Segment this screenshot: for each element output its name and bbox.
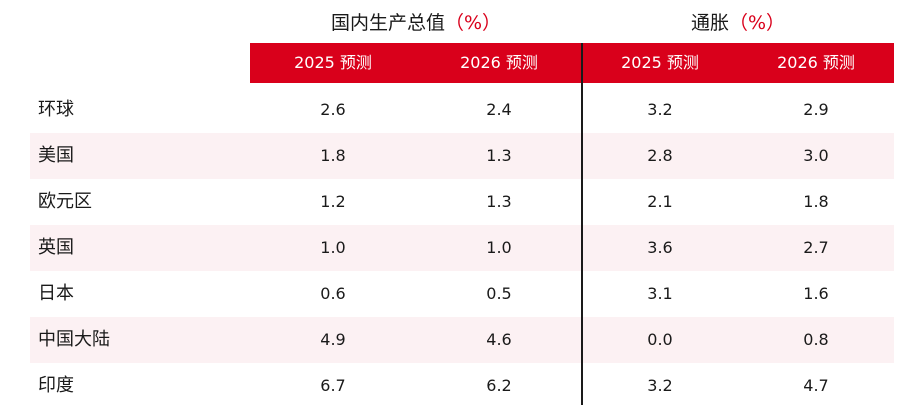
region-label: 欧元区	[38, 191, 92, 212]
column-header-gdp-2025: 2025 预测	[294, 53, 372, 72]
region-label: 中国大陆	[38, 329, 110, 350]
region-label: 美国	[38, 145, 74, 166]
inflation-group-unit: （%）	[728, 12, 786, 34]
inflation-2025-value: 3.6	[647, 238, 673, 257]
gdp-2025-value: 1.0	[320, 238, 346, 257]
table-row: 美国 1.8 1.3 2.8 3.0	[30, 133, 894, 179]
region-label: 印度	[38, 375, 74, 396]
column-header-band	[250, 43, 894, 83]
column-header-gdp-2026: 2026 预测	[460, 53, 538, 72]
inflation-2026-value: 2.7	[803, 238, 829, 257]
inflation-2025-value: 3.2	[647, 100, 673, 119]
inflation-2026-value: 1.8	[803, 192, 829, 211]
column-group-divider	[581, 43, 583, 405]
inflation-2026-value: 3.0	[803, 146, 829, 165]
table-row: 印度 6.7 6.2 3.2 4.7	[30, 363, 894, 409]
gdp-2026-value: 6.2	[486, 376, 512, 395]
inflation-2025-value: 3.2	[647, 376, 673, 395]
gdp-2025-value: 6.7	[320, 376, 346, 395]
gdp-2025-value: 1.8	[320, 146, 346, 165]
column-header-inflation-2026: 2026 预测	[777, 53, 855, 72]
gdp-group-header: 国内生产总值（%）	[250, 8, 582, 38]
inflation-2025-value: 3.1	[647, 284, 673, 303]
gdp-2025-value: 1.2	[320, 192, 346, 211]
inflation-group-header: 通胀（%）	[582, 8, 894, 38]
gdp-2026-value: 1.0	[486, 238, 512, 257]
region-label: 日本	[38, 283, 74, 304]
gdp-2026-value: 4.6	[486, 330, 512, 349]
gdp-group-title: 国内生产总值	[330, 12, 445, 34]
inflation-2026-value: 0.8	[803, 330, 829, 349]
gdp-2026-value: 0.5	[486, 284, 512, 303]
region-label: 环球	[38, 99, 74, 120]
inflation-2025-value: 0.0	[647, 330, 673, 349]
table-row: 欧元区 1.2 1.3 2.1 1.8	[30, 179, 894, 225]
gdp-2026-value: 1.3	[486, 192, 512, 211]
inflation-2026-value: 1.6	[803, 284, 829, 303]
table-row: 英国 1.0 1.0 3.6 2.7	[30, 225, 894, 271]
inflation-group-title: 通胀	[690, 12, 729, 34]
inflation-2026-value: 2.9	[803, 100, 829, 119]
gdp-group-unit: （%）	[444, 12, 502, 34]
table-row: 中国大陆 4.9 4.6 0.0 0.8	[30, 317, 894, 363]
table-row: 环球 2.6 2.4 3.2 2.9	[30, 87, 894, 133]
gdp-2026-value: 1.3	[486, 146, 512, 165]
gdp-2025-value: 4.9	[320, 330, 346, 349]
inflation-2026-value: 4.7	[803, 376, 829, 395]
column-header-inflation-2025: 2025 预测	[621, 53, 699, 72]
table-row: 日本 0.6 0.5 3.1 1.6	[30, 271, 894, 317]
gdp-2025-value: 2.6	[320, 100, 346, 119]
gdp-2025-value: 0.6	[320, 284, 346, 303]
gdp-2026-value: 2.4	[486, 100, 512, 119]
inflation-2025-value: 2.8	[647, 146, 673, 165]
region-label: 英国	[38, 237, 74, 258]
inflation-2025-value: 2.1	[647, 192, 673, 211]
